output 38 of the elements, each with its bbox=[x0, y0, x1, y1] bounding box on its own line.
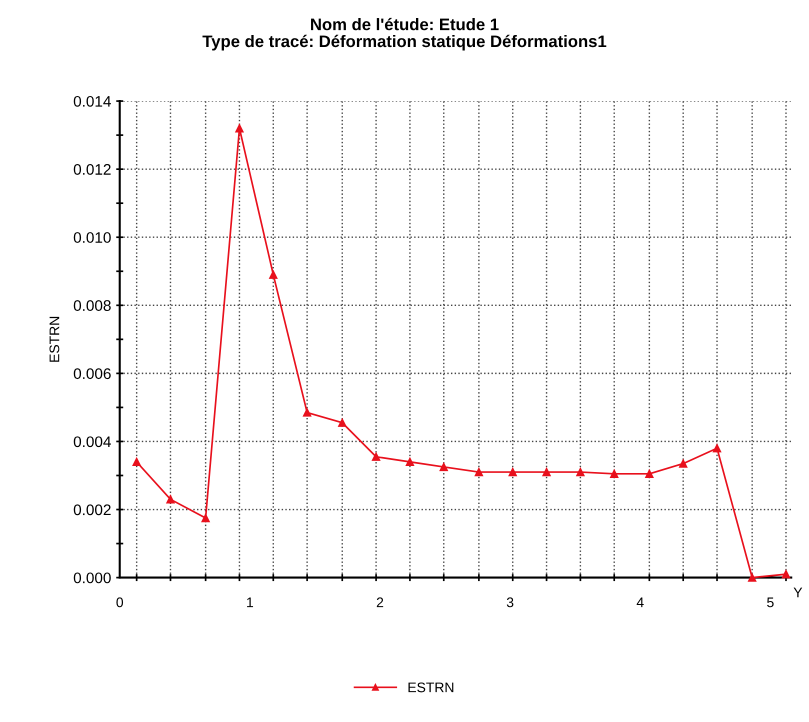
x-tick-label: 4 bbox=[636, 598, 644, 608]
point bbox=[201, 514, 210, 522]
y-tick-label: 0.002 bbox=[74, 504, 111, 516]
chart-title: Nom de l'étude: Etude 1 Type de tracé: Déformation statique Déformations1 bbox=[202, 18, 606, 50]
point bbox=[406, 458, 414, 466]
point bbox=[166, 495, 175, 504]
legend-label: ESTRN bbox=[408, 682, 454, 692]
y-tick-label: 0.004 bbox=[74, 436, 111, 448]
y-tick-label: 0.014 bbox=[74, 96, 111, 107]
point bbox=[610, 470, 618, 478]
x-tick-label: 1 bbox=[247, 598, 254, 608]
point bbox=[235, 124, 244, 132]
point bbox=[132, 458, 141, 466]
y-tick-label: 0.012 bbox=[74, 164, 111, 175]
point bbox=[440, 462, 448, 472]
point bbox=[372, 452, 380, 461]
point bbox=[269, 270, 278, 279]
x-tick-label: 3 bbox=[506, 597, 514, 608]
x-axis-title: Y bbox=[794, 588, 802, 598]
y-tick-label: 0.006 bbox=[74, 368, 111, 380]
point bbox=[338, 418, 346, 427]
y-tick-label: 0.000 bbox=[74, 572, 111, 584]
point bbox=[576, 468, 585, 476]
y-tick-label: 0.008 bbox=[74, 300, 111, 311]
y-axis-title: ESTRN bbox=[49, 316, 60, 362]
x-tick-label: 0 bbox=[116, 597, 124, 608]
point bbox=[508, 468, 517, 476]
y-tick-label: 0.010 bbox=[74, 232, 111, 243]
point bbox=[302, 408, 312, 417]
point bbox=[679, 459, 688, 468]
point bbox=[748, 573, 756, 582]
point bbox=[474, 468, 484, 476]
point bbox=[712, 444, 722, 452]
point bbox=[782, 570, 790, 578]
point bbox=[542, 468, 551, 476]
x-tick-label: 5 bbox=[767, 598, 774, 608]
point bbox=[645, 470, 654, 478]
x-tick-label: 2 bbox=[376, 597, 384, 608]
